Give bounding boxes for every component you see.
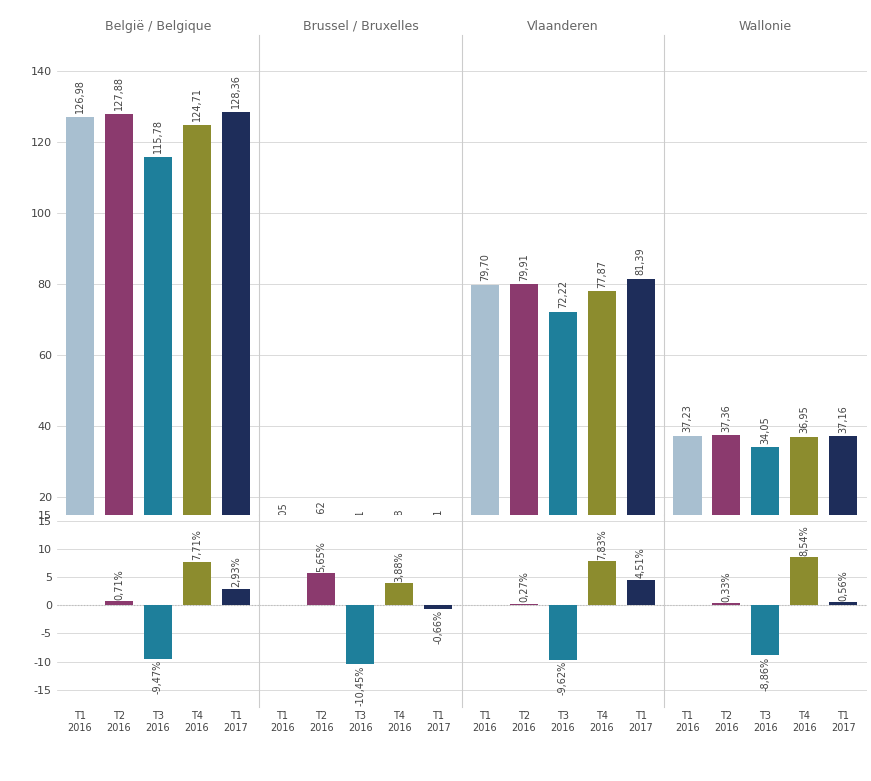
- Text: 0,33%: 0,33%: [721, 572, 732, 602]
- Bar: [222, 589, 250, 605]
- Text: 7,83%: 7,83%: [597, 529, 607, 560]
- Text: 127,88: 127,88: [114, 77, 124, 110]
- Text: 81,39: 81,39: [636, 248, 645, 276]
- Bar: [712, 604, 740, 605]
- Bar: [829, 436, 857, 569]
- Bar: [510, 604, 538, 605]
- Bar: [712, 436, 740, 569]
- Bar: [471, 285, 499, 569]
- Bar: [105, 114, 133, 569]
- Text: 0,56%: 0,56%: [838, 570, 848, 601]
- Bar: [752, 605, 780, 655]
- Text: 126,98: 126,98: [75, 80, 85, 113]
- Text: 7,71%: 7,71%: [192, 530, 202, 560]
- Text: 34,05: 34,05: [760, 416, 770, 444]
- Text: 77,87: 77,87: [597, 260, 607, 288]
- Bar: [183, 125, 211, 569]
- Text: 37,16: 37,16: [838, 405, 848, 433]
- Text: 3,88%: 3,88%: [395, 551, 404, 582]
- Text: -10,45%: -10,45%: [355, 665, 365, 706]
- Text: 8,54%: 8,54%: [800, 525, 809, 555]
- Title: België / Belgique: België / Belgique: [105, 20, 211, 33]
- Bar: [144, 605, 172, 658]
- Text: 124,71: 124,71: [192, 87, 202, 122]
- Text: -8,86%: -8,86%: [760, 657, 770, 690]
- Bar: [549, 605, 577, 659]
- Bar: [347, 534, 375, 569]
- Text: 0,71%: 0,71%: [114, 569, 124, 600]
- Bar: [66, 117, 94, 569]
- Bar: [144, 157, 172, 569]
- Title: Wallonie: Wallonie: [739, 20, 792, 33]
- Text: 37,36: 37,36: [721, 404, 732, 432]
- Text: -9,62%: -9,62%: [558, 661, 568, 695]
- Bar: [268, 533, 296, 569]
- Text: 9,81: 9,81: [433, 508, 443, 530]
- Text: 9,51: 9,51: [355, 509, 365, 531]
- Bar: [385, 533, 414, 569]
- Bar: [627, 279, 655, 569]
- Bar: [752, 448, 780, 569]
- Text: 10,62: 10,62: [316, 499, 327, 527]
- Bar: [588, 291, 616, 569]
- Bar: [549, 312, 577, 569]
- Text: 2,93%: 2,93%: [231, 557, 240, 587]
- Bar: [424, 533, 452, 569]
- Bar: [510, 284, 538, 569]
- Bar: [627, 580, 655, 605]
- Text: 115,78: 115,78: [153, 119, 163, 153]
- Text: 5,65%: 5,65%: [316, 541, 327, 572]
- Bar: [829, 602, 857, 605]
- Text: 72,22: 72,22: [558, 280, 568, 308]
- Text: 128,36: 128,36: [231, 75, 240, 109]
- Text: 79,70: 79,70: [480, 254, 490, 281]
- Text: 4,51%: 4,51%: [636, 547, 645, 579]
- Bar: [307, 530, 335, 569]
- Text: 37,23: 37,23: [683, 405, 692, 433]
- Text: -0,66%: -0,66%: [433, 610, 443, 644]
- Bar: [183, 562, 211, 605]
- Text: -9,47%: -9,47%: [153, 660, 163, 694]
- Bar: [307, 573, 335, 605]
- Bar: [347, 605, 375, 664]
- Text: 79,91: 79,91: [519, 253, 529, 280]
- Bar: [673, 436, 701, 569]
- Bar: [790, 437, 819, 569]
- Bar: [424, 605, 452, 609]
- Title: Vlaanderen: Vlaanderen: [527, 20, 598, 33]
- Bar: [790, 557, 819, 605]
- Title: Brussel / Bruxelles: Brussel / Bruxelles: [302, 20, 418, 33]
- Bar: [385, 583, 414, 605]
- Text: 0,27%: 0,27%: [519, 572, 529, 602]
- Bar: [105, 601, 133, 605]
- Text: 9,88: 9,88: [395, 508, 404, 530]
- Bar: [588, 561, 616, 605]
- Text: 10,05: 10,05: [278, 501, 287, 529]
- Bar: [222, 112, 250, 569]
- Text: 36,95: 36,95: [800, 405, 809, 433]
